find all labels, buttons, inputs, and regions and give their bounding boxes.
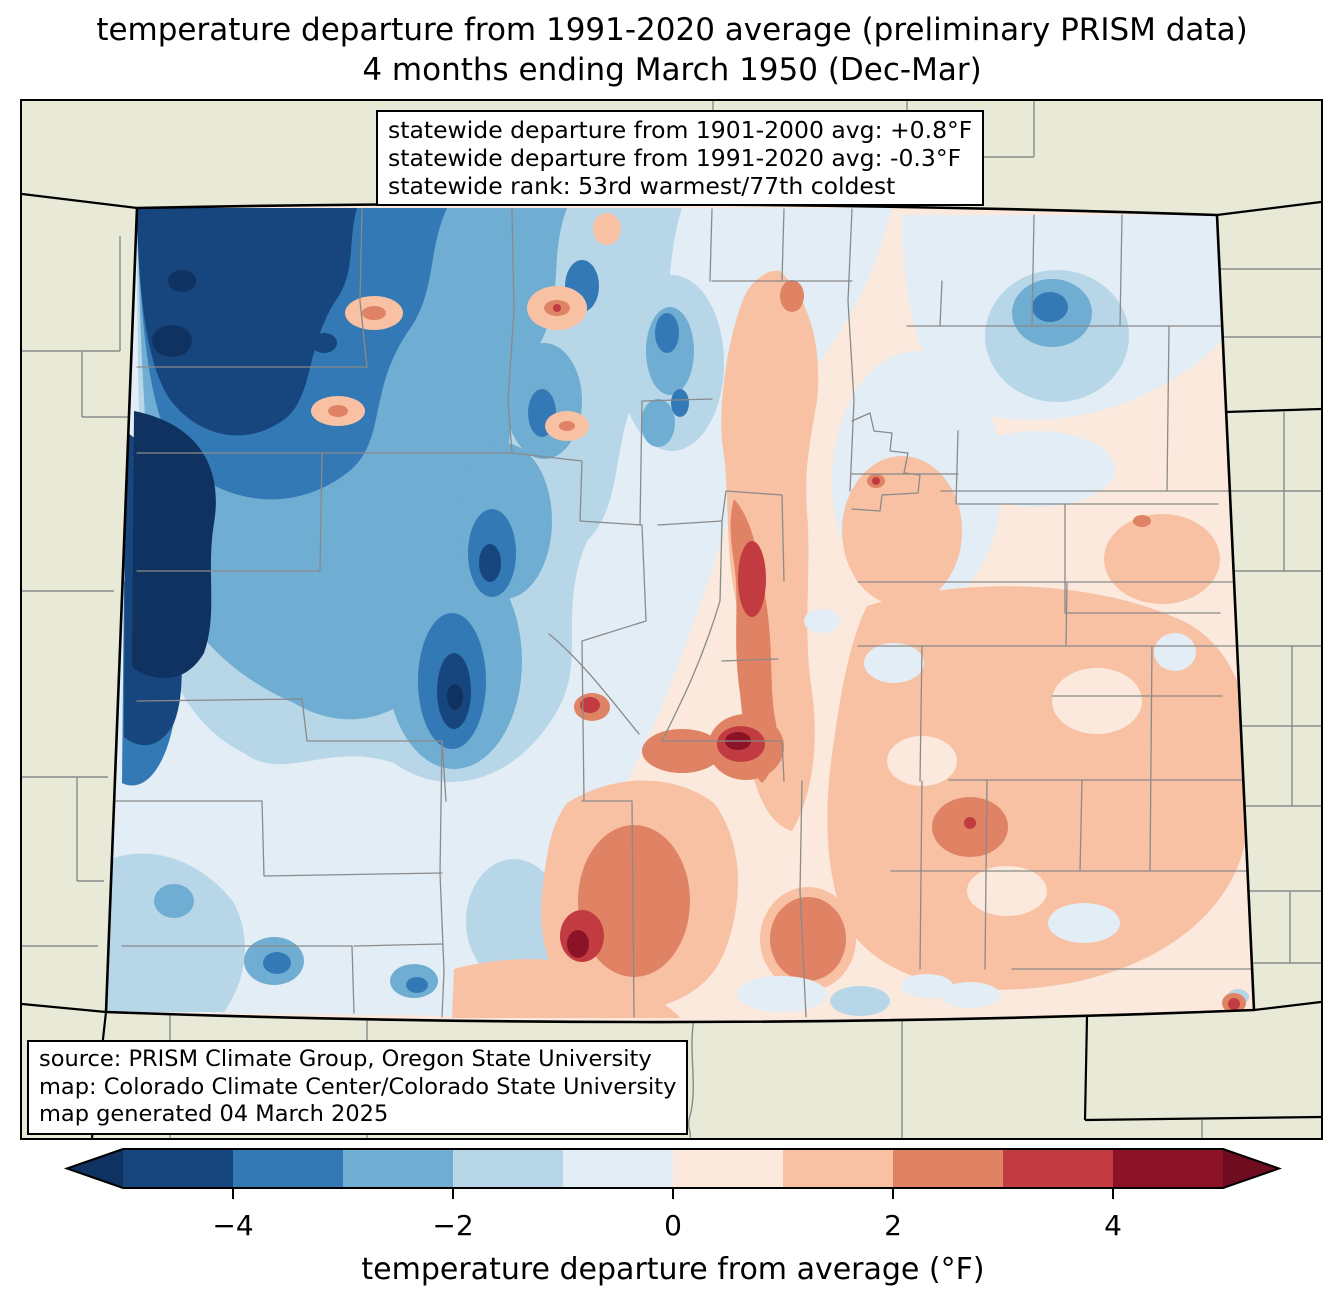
stats-line-2: statewide departure from 1991-2020 avg: … xyxy=(388,144,962,172)
source-line-3: map generated 04 March 2025 xyxy=(39,1101,389,1127)
temperature-field xyxy=(106,203,1254,1023)
source-line-1: source: PRISM Climate Group, Oregon Stat… xyxy=(39,1046,652,1072)
colorbar-ticks xyxy=(232,1188,1114,1199)
stats-line-3: statewide rank: 53rd warmest/77th coldes… xyxy=(388,172,896,200)
colorbar: −4 −2 0 2 4 temperature departure from a… xyxy=(63,1148,1283,1287)
tick-label-neg2: −2 xyxy=(432,1209,473,1242)
title-line-2: 4 months ending March 1950 (Dec-Mar) xyxy=(362,52,982,88)
colorbar-under-arrow xyxy=(67,1149,123,1188)
figure-title: temperature departure from 1991-2020 ave… xyxy=(0,10,1344,90)
tick-label-0: 0 xyxy=(664,1209,682,1242)
title-line-1: temperature departure from 1991-2020 ave… xyxy=(96,12,1248,48)
source-box: source: PRISM Climate Group, Oregon Stat… xyxy=(27,1040,689,1135)
source-line-2: map: Colorado Climate Center/Colorado St… xyxy=(39,1073,677,1100)
stats-box: statewide departure from 1901-2000 avg: … xyxy=(376,110,985,206)
colorbar-axis-label: temperature departure from average (°F) xyxy=(361,1252,984,1287)
colorado-map xyxy=(22,101,1321,1138)
tick-label-4: 4 xyxy=(1104,1209,1122,1242)
colorbar-outline xyxy=(63,1148,1283,1189)
tick-label-neg4: −4 xyxy=(212,1209,253,1242)
county-lines xyxy=(106,208,1254,1018)
map-axes: statewide departure from 1901-2000 avg: … xyxy=(20,99,1323,1140)
colorbar-over-arrow xyxy=(1223,1149,1279,1188)
stats-line-1: statewide departure from 1901-2000 avg: … xyxy=(388,116,973,144)
tick-label-2: 2 xyxy=(884,1209,902,1242)
